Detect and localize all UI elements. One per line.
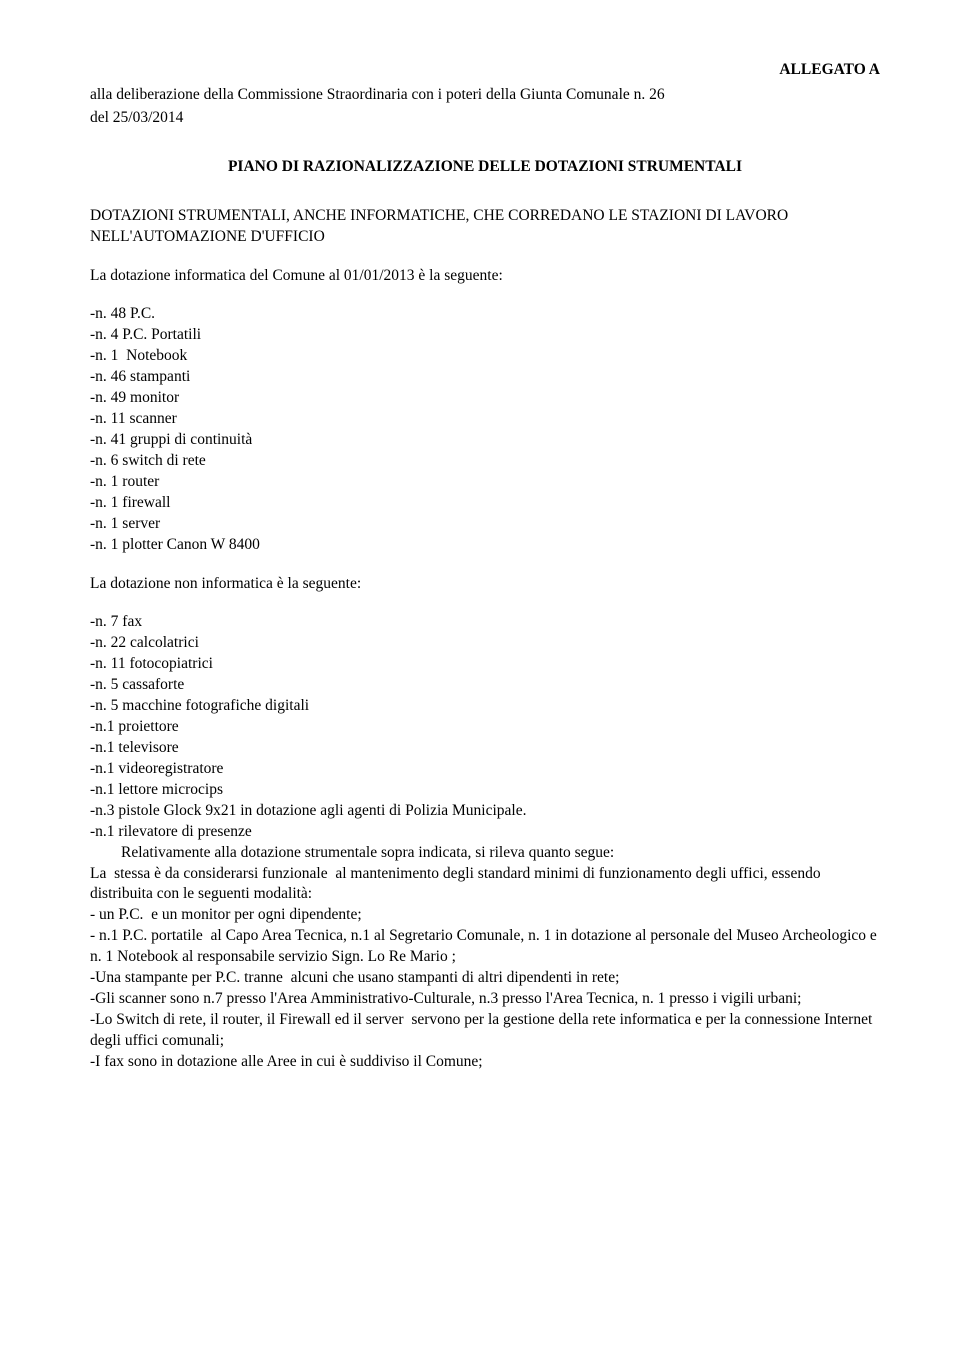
allegato-header: ALLEGATO A	[90, 60, 880, 81]
preamble-line-1: alla deliberazione della Commissione Str…	[90, 85, 880, 106]
list-item: -n. 1 plotter Canon W 8400	[90, 535, 880, 556]
list-item: -n.1 proiettore	[90, 717, 880, 738]
list-item: -n. 41 gruppi di continuità	[90, 430, 880, 451]
document-subtitle: DOTAZIONI STRUMENTALI, ANCHE INFORMATICH…	[90, 206, 880, 248]
paragraph-line: -Una stampante per P.C. tranne alcuni ch…	[90, 968, 880, 989]
list-item: -n. 22 calcolatrici	[90, 633, 880, 654]
list-item: -n. 48 P.C.	[90, 304, 880, 325]
list-informatica: -n. 48 P.C.-n. 4 P.C. Portatili-n. 1 Not…	[90, 304, 880, 555]
list-item: -n.1 lettore microcips	[90, 780, 880, 801]
list-item: -n. 46 stampanti	[90, 367, 880, 388]
paragraph-line: -I fax sono in dotazione alle Aree in cu…	[90, 1052, 880, 1073]
list-item: -n. 4 P.C. Portatili	[90, 325, 880, 346]
list-item: -n. 6 switch di rete	[90, 451, 880, 472]
intro-non-informatica: La dotazione non informatica è la seguen…	[90, 574, 880, 595]
list-item: -n. 11 scanner	[90, 409, 880, 430]
list-item: -n. 1 Notebook	[90, 346, 880, 367]
list-item: -n. 1 server	[90, 514, 880, 535]
paragraph-line: -Lo Switch di rete, il router, il Firewa…	[90, 1010, 880, 1052]
paragraph-line: - n.1 P.C. portatile al Capo Area Tecnic…	[90, 926, 880, 968]
preamble-line-2: del 25/03/2014	[90, 108, 880, 129]
list-item: -n.3 pistole Glock 9x21 in dotazione agl…	[90, 801, 880, 822]
paragraph-line: - un P.C. e un monitor per ogni dipenden…	[90, 905, 880, 926]
list-non-informatica: -n. 7 fax-n. 22 calcolatrici-n. 11 fotoc…	[90, 612, 880, 842]
list-item: -n. 1 router	[90, 472, 880, 493]
paragraph-line: La stessa è da considerarsi funzionale a…	[90, 864, 880, 906]
document-page: ALLEGATO A alla deliberazione della Comm…	[0, 0, 960, 1356]
list-item: -n. 5 cassaforte	[90, 675, 880, 696]
list-item: -n.1 televisore	[90, 738, 880, 759]
list-item: -n. 11 fotocopiatrici	[90, 654, 880, 675]
list-item: -n. 5 macchine fotografiche digitali	[90, 696, 880, 717]
list-item: -n. 49 monitor	[90, 388, 880, 409]
intro-informatica: La dotazione informatica del Comune al 0…	[90, 266, 880, 287]
list-item: -n. 1 firewall	[90, 493, 880, 514]
document-title: PIANO DI RAZIONALIZZAZIONE DELLE DOTAZIO…	[90, 157, 880, 178]
list-item: -n.1 rilevatore di presenze	[90, 822, 880, 843]
paragraph-line: Relativamente alla dotazione strumentale…	[90, 843, 880, 864]
trailing-paragraphs: Relativamente alla dotazione strumentale…	[90, 843, 880, 1073]
list-item: -n.1 videoregistratore	[90, 759, 880, 780]
paragraph-line: -Gli scanner sono n.7 presso l'Area Ammi…	[90, 989, 880, 1010]
list-item: -n. 7 fax	[90, 612, 880, 633]
